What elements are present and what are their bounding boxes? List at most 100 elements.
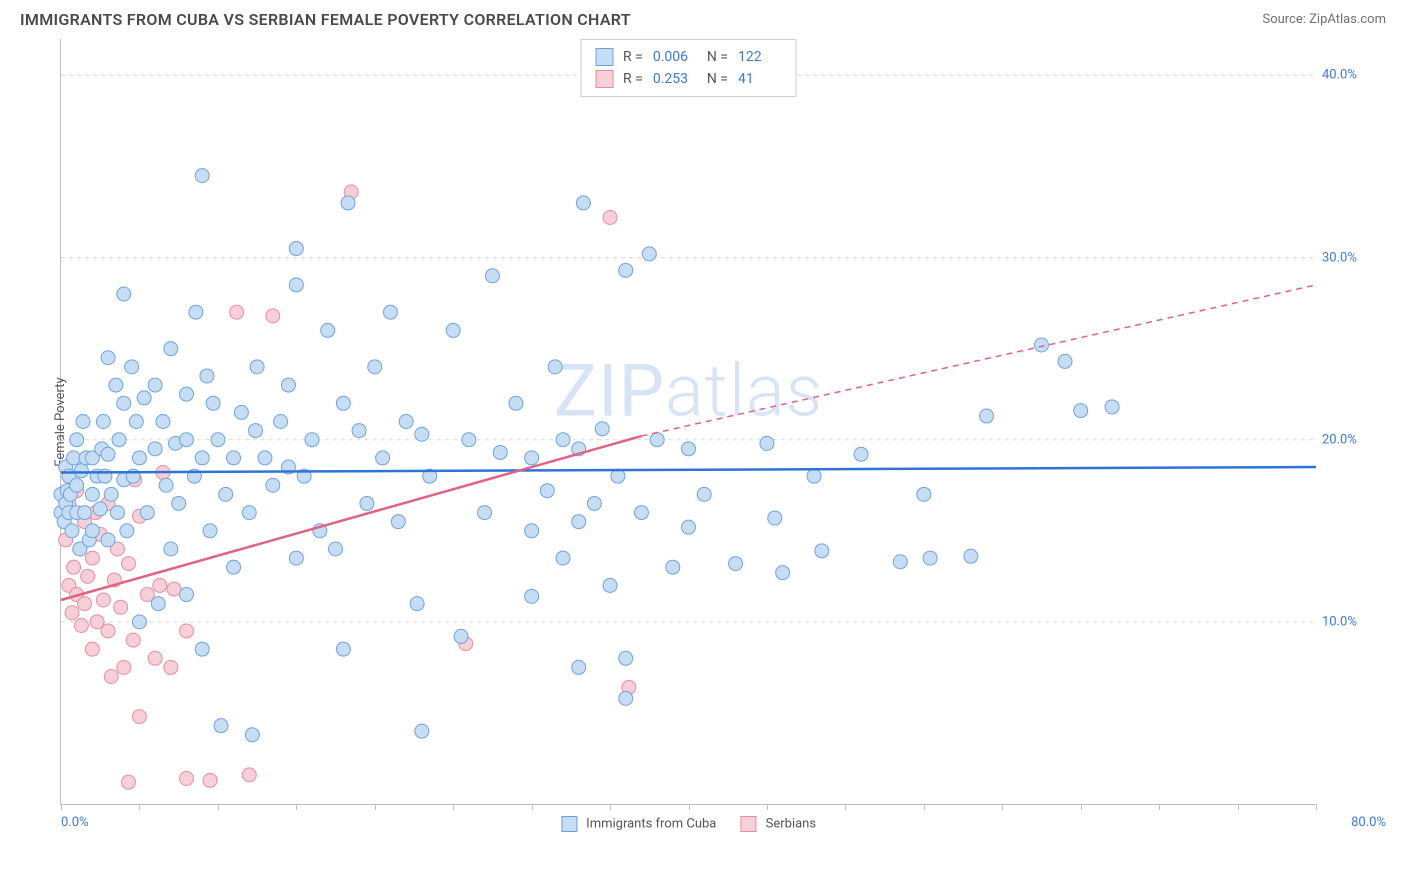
cuba-point [478,506,492,520]
y-tick-label: 30.0% [1322,250,1382,265]
cuba-point [815,544,829,558]
cuba-point [493,445,507,459]
x-tick-mark [924,804,925,810]
cuba-point [642,247,656,261]
cuba-point [1105,400,1119,414]
cuba-point [249,424,263,438]
chart-container: Female Poverty ZIPatlas R = 0.006 N = 12… [60,35,1386,845]
corr-row-serbia: R = 0.253 N = 41 [595,68,782,90]
cuba-point [682,520,696,534]
cuba-point [603,578,617,592]
cuba-point [104,487,118,501]
legend-item-serbia: Serbians [740,816,816,832]
x-tick-mark [1238,804,1239,810]
y-tick-label: 40.0% [1322,68,1382,83]
x-tick-mark [453,804,454,810]
cuba-point [697,487,711,501]
x-tick-mark [375,804,376,810]
cuba-point [109,378,123,392]
n-label: N = [707,71,728,87]
cuba-point [195,642,209,656]
cuba-point [195,451,209,465]
cuba-point [548,360,562,374]
cuba-point [1074,404,1088,418]
correlation-legend: R = 0.006 N = 122 R = 0.253 N = 41 [580,39,797,97]
serbia-point [148,651,162,665]
cuba-point [156,415,170,429]
cuba-point [587,496,601,510]
serbia-point [121,557,135,571]
cuba-point [164,342,178,356]
serbia-point [164,660,178,674]
cuba-point [776,566,790,580]
swatch-serbia [595,70,613,88]
cuba-point [329,542,343,556]
x-tick-mark [218,804,219,810]
cuba-point [682,442,696,456]
cuba-point [180,387,194,401]
cuba-point [572,515,586,529]
cuba-point [211,433,225,447]
cuba-point [140,506,154,520]
corr-row-cuba: R = 0.006 N = 122 [595,46,782,68]
cuba-point [214,719,228,733]
cuba-point [101,351,115,365]
plot-area: Female Poverty ZIPatlas R = 0.006 N = 12… [60,39,1316,805]
cuba-point [203,524,217,538]
cuba-point [132,615,146,629]
cuba-point [360,496,374,510]
cuba-point [200,369,214,383]
cuba-point [336,396,350,410]
cuba-point [245,728,259,742]
legend-label-serbia: Serbians [766,816,816,831]
serbia-point [67,560,81,574]
cuba-point [619,691,633,705]
legend-label-cuba: Immigrants from Cuba [586,816,716,831]
swatch-serbia-icon [740,816,756,832]
x-tick-mark [61,804,62,810]
cuba-point [368,360,382,374]
cuba-point [137,391,151,405]
n-label: N = [707,49,728,65]
x-tick-mark [139,804,140,810]
cuba-point [78,506,92,520]
cuba-point [305,433,319,447]
cuba-point [289,278,303,292]
cuba-point [85,524,99,538]
swatch-cuba-icon [561,816,577,832]
cuba-point [415,427,429,441]
cuba-point [399,415,413,429]
cuba-point [159,478,173,492]
serbia-point [104,670,118,684]
cuba-point [219,487,233,501]
cuba-point [336,642,350,656]
serbia-point [78,597,92,611]
swatch-cuba [595,48,613,66]
cuba-point [446,323,460,337]
plot-svg [61,39,1316,804]
x-tick-mark [1159,804,1160,810]
r-value-cuba: 0.006 [653,49,697,65]
cuba-point [525,451,539,465]
cuba-point [485,269,499,283]
cuba-point [729,557,743,571]
source-attribution: Source: ZipAtlas.com [1262,12,1386,27]
cuba-point [132,451,146,465]
serbia-point [74,619,88,633]
cuba-point [180,433,194,447]
cuba-point [151,597,165,611]
serbia-point [203,773,217,787]
cuba-point [595,422,609,436]
cuba-point [454,629,468,643]
r-value-serbia: 0.253 [653,71,697,87]
cuba-point [189,305,203,319]
cuba-point [117,287,131,301]
r-label: R = [623,71,643,87]
serbia-point [153,578,167,592]
cuba-point [540,484,554,498]
serbia-point [81,569,95,583]
cuba-point [281,378,295,392]
cuba-point [410,597,424,611]
cuba-point [67,451,81,465]
cuba-point [923,551,937,565]
